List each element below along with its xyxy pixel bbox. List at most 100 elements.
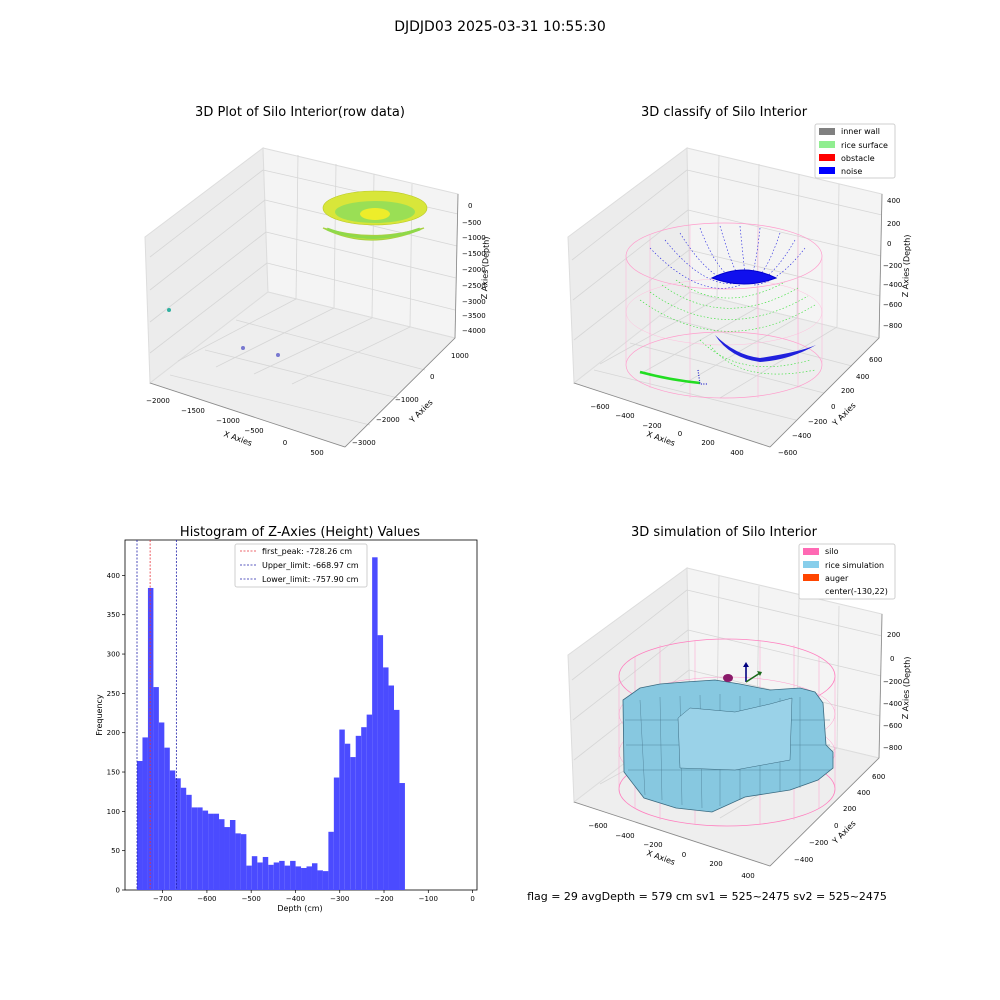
hist-ytick-label: 250 <box>107 690 120 698</box>
p4-ytick: 200 <box>843 805 856 813</box>
hist-bar <box>301 867 307 890</box>
legend-label-silo: silo <box>825 547 839 556</box>
legend-label-rice-surface: rice surface <box>841 141 888 150</box>
p1-ztick: 0 <box>468 202 472 210</box>
panel2-zlabel: Z Axies (Depth) <box>901 234 912 297</box>
p4-xtick: 0 <box>682 851 686 859</box>
p4-xtick: −400 <box>615 832 634 840</box>
hist-bars <box>136 557 405 890</box>
legend-swatch-rice-simulation <box>803 561 819 568</box>
p2-xtick: 0 <box>678 430 682 438</box>
panel2-classified-points <box>625 222 823 399</box>
p4-ztick: 0 <box>890 655 894 663</box>
legend-label-upper-limit: Upper_limit: -668.97 cm <box>262 561 359 570</box>
hist-bar <box>366 714 373 890</box>
p2-ytick: 400 <box>856 373 869 381</box>
figure-suptitle: DJDJD03 2025-03-31 10:55:30 <box>394 19 606 35</box>
hist-bar <box>295 866 302 890</box>
hist-bar <box>268 864 274 890</box>
p4-ztick: 200 <box>887 631 900 639</box>
hist-bar <box>394 709 400 890</box>
hist-bar <box>273 862 280 890</box>
panel4-xlabel: X Axies <box>645 848 676 867</box>
hist-bar <box>164 747 170 890</box>
hist-xtick-label: −100 <box>419 895 438 903</box>
p2-ztick: −400 <box>883 281 902 289</box>
hist-xtick-label: 0 <box>470 895 474 903</box>
legend-label-rice-simulation: rice simulation <box>825 561 884 570</box>
panel4-zlabel: Z Axies (Depth) <box>901 656 912 719</box>
hist-bar <box>175 778 181 890</box>
p4-xtick: 400 <box>741 872 754 880</box>
p1-ztick: −500 <box>462 219 481 227</box>
panel2-ticks: −600 −400 −200 0 200 400 600 400 200 0 −… <box>590 197 902 457</box>
panel4-title: 3D simulation of Silo Interior <box>631 525 818 540</box>
hist-yticks: 0 50 100 150 200 250 300 350 400 <box>107 572 125 895</box>
hist-bar <box>219 819 225 890</box>
hist-bar <box>229 820 236 890</box>
p1-xtick: −500 <box>244 427 263 435</box>
p2-ytick: 0 <box>831 403 835 411</box>
hist-bar <box>388 685 395 890</box>
legend-swatch-rice-surface <box>819 141 835 148</box>
legend-swatch-auger <box>803 574 819 581</box>
hist-bar <box>202 810 209 890</box>
p4-xtick: 200 <box>709 860 722 868</box>
hist-xtick-label: −300 <box>330 895 349 903</box>
p1-ztick: −4000 <box>462 327 486 335</box>
p2-xtick: 200 <box>701 439 714 447</box>
hist-bar <box>262 856 269 890</box>
p2-ztick: −600 <box>883 301 902 309</box>
hist-bar <box>317 870 323 890</box>
panel2-xlabel: X Axies <box>645 429 676 448</box>
p2-ztick: 200 <box>887 220 900 228</box>
hist-bar <box>169 770 176 890</box>
hist-bar <box>158 722 165 890</box>
p2-xtick: −200 <box>642 422 661 430</box>
hist-ylabel: Frequency <box>95 694 104 736</box>
hist-bar <box>328 831 334 890</box>
p2-xtick: −600 <box>590 403 609 411</box>
legend-label-obstacle: obstacle <box>841 154 875 163</box>
legend-swatch-inner-wall <box>819 128 835 135</box>
hist-bar <box>197 807 203 890</box>
status-footer: flag = 29 avgDepth = 579 cm sv1 = 525~24… <box>527 890 887 903</box>
legend-label-first-peak: first_peak: -728.26 cm <box>262 547 352 556</box>
legend-label-center: center(-130,22) <box>825 587 888 596</box>
hist-bar <box>246 865 252 890</box>
hist-bar <box>257 862 263 890</box>
p4-ytick: 400 <box>857 789 870 797</box>
panel-simulation-3d: 3D simulation of Silo Interior <box>527 525 912 903</box>
hist-bar <box>240 834 247 890</box>
hist-xtick-label: −500 <box>242 895 261 903</box>
p4-xtick: −200 <box>643 841 662 849</box>
panel4-legend: silo rice simulation auger center(-130,2… <box>798 543 896 600</box>
panel1-raw-points <box>167 190 428 357</box>
hist-bar <box>377 635 384 890</box>
p2-ytick: 600 <box>869 356 882 364</box>
p1-ztick: −1500 <box>462 250 486 258</box>
legend-label-noise: noise <box>841 167 862 176</box>
hist-xtick-label: −400 <box>286 895 305 903</box>
p4-ytick: 0 <box>834 822 838 830</box>
p4-ztick: −800 <box>883 744 902 752</box>
p2-ytick: −600 <box>778 449 797 457</box>
hist-vlines <box>136 540 177 890</box>
hist-xlabel: Depth (cm) <box>277 904 322 913</box>
p2-xtick: 400 <box>730 449 743 457</box>
hist-bar <box>180 787 187 890</box>
p1-ztick: −3500 <box>462 312 486 320</box>
p1-ytick: 0 <box>430 373 434 381</box>
hist-ytick-label: 300 <box>107 651 120 659</box>
panel-histogram: Histogram of Z-Axies (Height) Values −70… <box>95 525 478 913</box>
panel2-title: 3D classify of Silo Interior <box>641 105 808 120</box>
legend-label-lower-limit: Lower_limit: -757.90 cm <box>262 575 359 584</box>
legend-label-auger: auger <box>825 574 849 583</box>
p4-ytick: −400 <box>794 856 813 864</box>
p1-ztick: −1000 <box>462 234 486 242</box>
hist-bar <box>279 860 285 890</box>
hist-bar <box>284 865 291 890</box>
p1-ytick: −1000 <box>395 396 419 404</box>
hist-bar <box>213 813 220 890</box>
hist-bar <box>399 783 405 890</box>
